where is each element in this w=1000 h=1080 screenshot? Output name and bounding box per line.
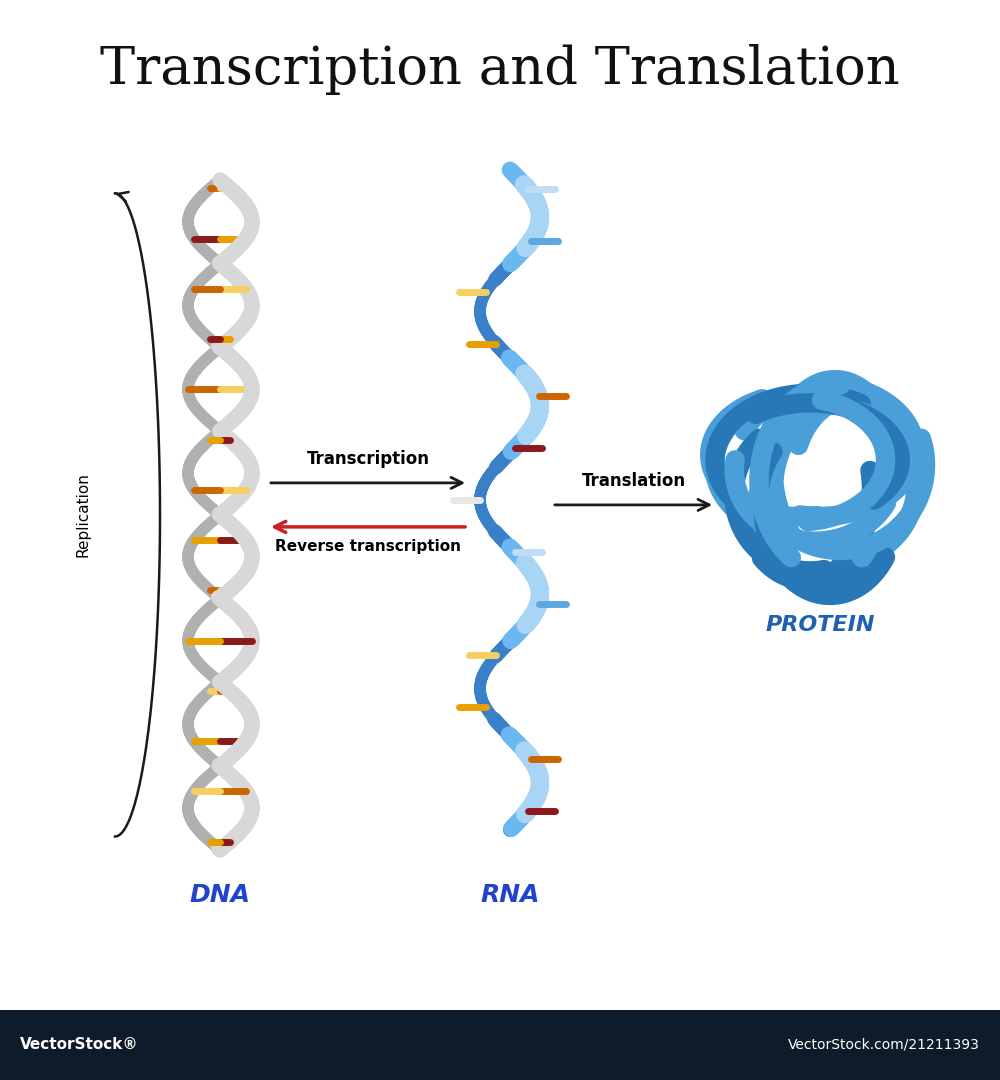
Text: Transcription and Translation: Transcription and Translation [100,44,900,95]
Text: VectorStock.com/21211393: VectorStock.com/21211393 [788,1038,980,1052]
Text: RNA: RNA [480,882,540,907]
Text: Transcription: Transcription [306,450,430,468]
Text: Translation: Translation [581,472,686,490]
Text: VectorStock®: VectorStock® [20,1038,139,1052]
Text: DNA: DNA [190,882,251,907]
Text: Reverse transcription: Reverse transcription [275,539,461,554]
Text: Replication: Replication [76,472,90,557]
Text: PROTEIN: PROTEIN [765,615,875,635]
